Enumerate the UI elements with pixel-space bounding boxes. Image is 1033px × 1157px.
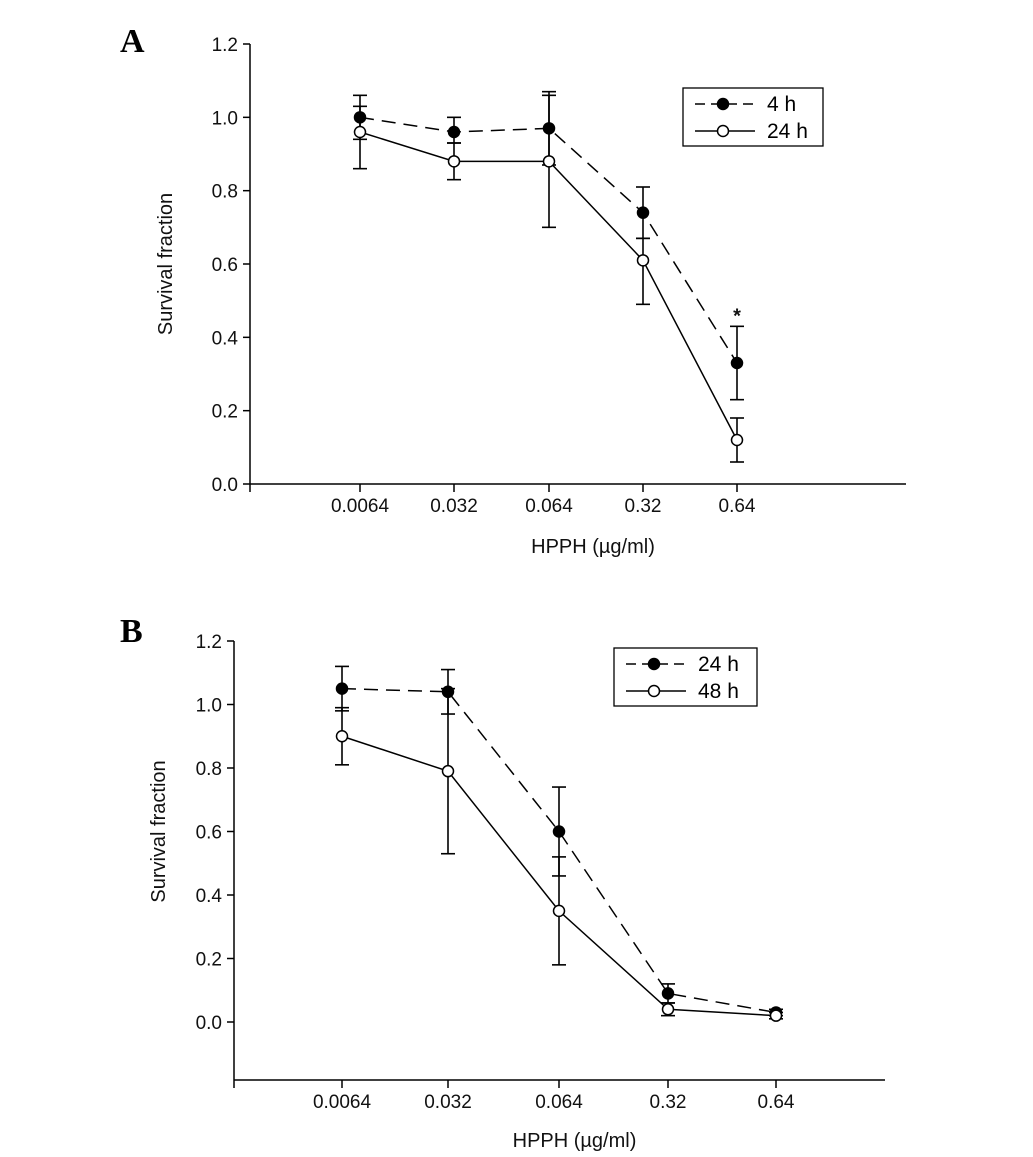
data-point (441, 764, 455, 778)
series-24h (353, 94, 744, 463)
y-tick-label: 0.0 (212, 475, 238, 496)
data-point (636, 254, 650, 267)
data-point (769, 1009, 783, 1022)
series-line (359, 116, 738, 364)
panel-label: B (120, 613, 143, 650)
legend: 24 h 48 h (613, 647, 758, 707)
legend-marker (716, 97, 730, 111)
x-tick-label: 0.032 (424, 1092, 472, 1113)
x-tick-label: 0.032 (430, 496, 478, 517)
panel-label: A (120, 23, 145, 60)
data-point (552, 825, 566, 838)
y-axis-label: Survival fraction (155, 193, 177, 335)
y-tick-label: 1.2 (212, 35, 238, 56)
x-tick-label: 0.32 (625, 496, 662, 517)
legend-box (613, 647, 758, 707)
legend-box (682, 87, 824, 147)
legend-label: 4 h (767, 93, 796, 116)
data-point (353, 125, 367, 139)
y-tick-label: 0.6 (196, 823, 222, 844)
data-point (447, 125, 461, 139)
y-tick-label: 0.2 (196, 950, 222, 971)
legend-label: 24 h (698, 653, 739, 676)
legend-marker (647, 684, 661, 698)
data-point (636, 206, 650, 219)
chart-panel-B: B 0.0 0.2 0.4 0.6 0.8 1.0 1.2 0.0064 0.032 0.064 0.… (120, 613, 885, 1152)
y-tick-label: 1.2 (196, 632, 222, 653)
data-point (661, 1003, 675, 1016)
y-tick-label: 0.2 (212, 402, 238, 423)
data-point (552, 904, 566, 918)
chart-panel-A: A 0.0 0.2 0.4 0.6 0.8 1.0 1.2 0.0064 0.032 0.064 0.… (120, 23, 906, 558)
legend-marker (647, 657, 661, 671)
legend-label: 24 h (767, 120, 808, 143)
x-tick-label: 0.64 (758, 1092, 795, 1113)
y-tick-label: 1.0 (212, 108, 238, 129)
y-tick-label: 0.4 (212, 328, 239, 349)
x-tick-label: 0.32 (650, 1092, 687, 1113)
significance-marker: * (733, 305, 741, 327)
y-tick-label: 0.8 (196, 759, 222, 780)
x-axis-label: HPPH (µg/ml) (531, 536, 655, 558)
y-axis-label: Survival fraction (148, 760, 170, 902)
x-tick-label: 0.0064 (331, 496, 390, 517)
series-line (341, 687, 777, 1014)
data-point (335, 682, 349, 695)
legend-marker (716, 124, 730, 138)
x-tick-label: 0.064 (525, 496, 573, 517)
x-tick-label: 0.0064 (313, 1092, 372, 1113)
y-tick-label: 0.4 (196, 886, 223, 907)
x-tick-label: 0.064 (535, 1092, 583, 1113)
data-point (335, 730, 349, 743)
y-tick-label: 0.0 (196, 1013, 222, 1034)
legend: 4 h 24 h (682, 87, 824, 147)
x-tick-label: 0.64 (719, 496, 756, 517)
x-axis-label: HPPH (µg/ml) (513, 1130, 637, 1152)
series-48h (335, 687, 783, 1022)
y-tick-label: 0.8 (212, 182, 238, 203)
data-point (661, 987, 675, 1000)
data-point (542, 155, 556, 168)
legend-label: 48 h (698, 680, 739, 703)
data-point (447, 155, 461, 168)
data-point (730, 433, 744, 447)
y-tick-label: 1.0 (196, 696, 222, 717)
data-point (730, 356, 744, 370)
y-tick-label: 0.6 (212, 255, 238, 276)
